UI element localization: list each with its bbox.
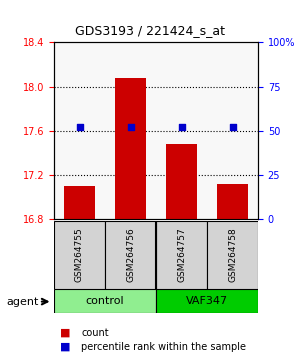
- Bar: [166, 144, 197, 219]
- Point: [77, 125, 82, 130]
- Text: count: count: [81, 328, 109, 338]
- Text: GDS3193 / 221424_s_at: GDS3193 / 221424_s_at: [75, 24, 225, 37]
- Text: GSM264756: GSM264756: [126, 228, 135, 282]
- Text: GSM264755: GSM264755: [75, 228, 84, 282]
- Text: GSM264757: GSM264757: [177, 228, 186, 282]
- Point: [128, 125, 133, 130]
- FancyBboxPatch shape: [54, 289, 156, 313]
- Bar: [115, 78, 146, 219]
- Text: control: control: [86, 296, 124, 306]
- Bar: [217, 184, 248, 219]
- Text: percentile rank within the sample: percentile rank within the sample: [81, 342, 246, 352]
- FancyBboxPatch shape: [54, 221, 105, 289]
- FancyBboxPatch shape: [207, 221, 258, 289]
- Text: VAF347: VAF347: [186, 296, 228, 306]
- Text: GSM264758: GSM264758: [228, 228, 237, 282]
- FancyBboxPatch shape: [105, 221, 156, 289]
- Text: ■: ■: [60, 328, 70, 338]
- Point: [230, 125, 235, 130]
- Point: [179, 125, 184, 130]
- FancyBboxPatch shape: [156, 221, 207, 289]
- Bar: [64, 186, 95, 219]
- FancyBboxPatch shape: [156, 289, 258, 313]
- Text: ■: ■: [60, 342, 70, 352]
- Text: agent: agent: [6, 297, 38, 307]
